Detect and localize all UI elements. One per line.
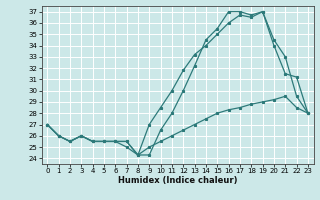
X-axis label: Humidex (Indice chaleur): Humidex (Indice chaleur) (118, 176, 237, 185)
